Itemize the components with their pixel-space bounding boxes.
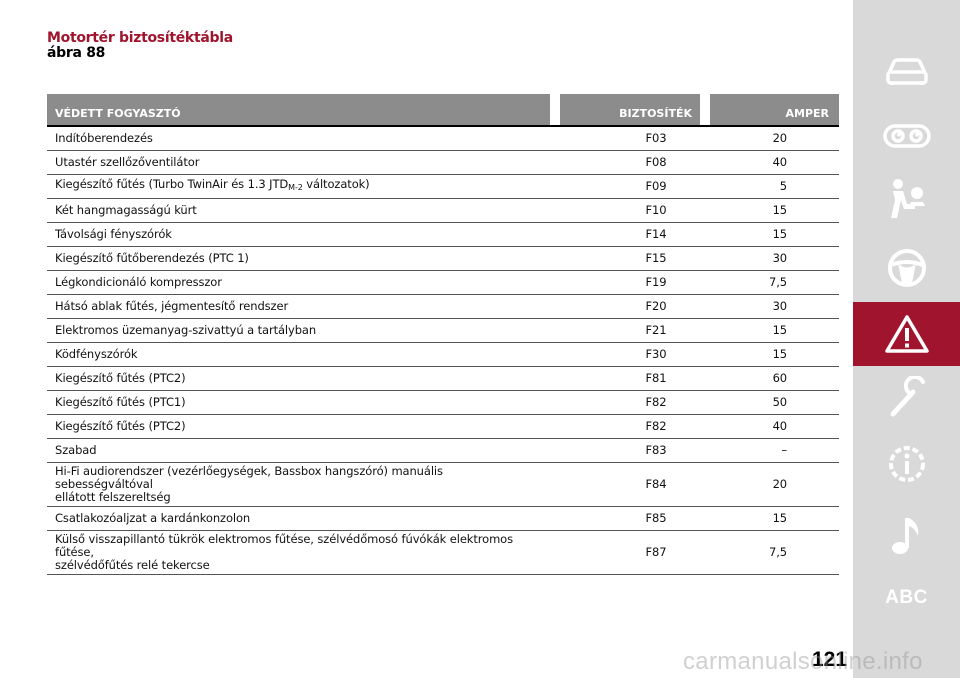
fuse-cell: F85 (550, 506, 710, 531)
sidebar-item-safety[interactable] (853, 168, 960, 232)
sidebar-item-multimedia[interactable] (853, 504, 960, 568)
fuse-table: VÉDETT FOGYASZTÓ BIZTOSÍTÉK AMPER Indító… (47, 94, 839, 575)
sidebar-item-car[interactable] (853, 40, 960, 104)
table-row: Kiegészítő fűtés (Turbo TwinAir és 1.3 J… (47, 174, 839, 199)
consumer-cell: Kiegészítő fűtés (PTC2) (47, 366, 550, 391)
ampere-cell: 15 (710, 506, 839, 531)
sidebar-item-dashboard[interactable] (853, 104, 960, 168)
table-row: Hi-Fi audiorendszer (vezérlőegységek, Ba… (47, 462, 839, 507)
column-header-consumer: VÉDETT FOGYASZTÓ (47, 94, 550, 126)
consumer-cell: Légkondicionáló kompresszor (47, 270, 550, 295)
ampere-cell: 15 (710, 342, 839, 367)
chapter-sidebar: ABC (853, 0, 960, 678)
page-title: Motortér biztosítéktábla (47, 30, 233, 46)
info-gear-icon (888, 446, 925, 482)
table-row: Kiegészítő fűtés (PTC2) F81 60 (47, 366, 839, 391)
sidebar-item-maintenance[interactable] (853, 366, 960, 430)
column-header-ampere: AMPER (710, 94, 839, 126)
fuse-cell: F82 (550, 390, 710, 415)
ampere-cell: 40 (710, 150, 839, 175)
car-icon (885, 58, 928, 85)
table-row: Kiegészítő fűtés (PTC1) F82 50 (47, 390, 839, 415)
page-number: 121 (812, 648, 848, 671)
ampere-cell: 20 (710, 462, 839, 507)
fuse-cell: F20 (550, 294, 710, 319)
table-row: Külső visszapillantó tükrök elektromos f… (47, 530, 839, 575)
table-row: Kiegészítő fűtés (PTC2) F82 40 (47, 414, 839, 439)
consumer-cell: Külső visszapillantó tükrök elektromos f… (47, 530, 550, 575)
ampere-cell: 30 (710, 294, 839, 319)
sidebar-item-index[interactable]: ABC (853, 566, 960, 630)
fuse-cell: F15 (550, 246, 710, 271)
ampere-cell: 30 (710, 246, 839, 271)
consumer-cell: Csatlakozóaljzat a kardánkonzolon (47, 506, 550, 531)
table-row: Hátsó ablak fűtés, jégmentesítő rendszer… (47, 294, 839, 319)
ampere-cell: 15 (710, 222, 839, 247)
fuse-cell: F30 (550, 342, 710, 367)
ampere-cell: 5 (710, 174, 839, 199)
fuse-cell: F84 (550, 462, 710, 507)
fuse-cell: F87 (550, 530, 710, 575)
consumer-cell: Távolsági fényszórók (47, 222, 550, 247)
column-header-fuse: BIZTOSÍTÉK (560, 94, 700, 126)
table-row: Két hangmagasságú kürt F10 15 (47, 198, 839, 223)
steering-wheel-icon (887, 249, 926, 287)
ampere-cell: 7,5 (710, 530, 839, 575)
consumer-cell: Két hangmagasságú kürt (47, 198, 550, 223)
table-row: Elektromos üzemanyag-szivattyú a tartály… (47, 318, 839, 343)
ampere-cell: 60 (710, 366, 839, 391)
table-header-row: VÉDETT FOGYASZTÓ BIZTOSÍTÉK AMPER (47, 94, 839, 126)
consumer-cell: Ködfényszórók (47, 342, 550, 367)
consumer-cell: Kiegészítő fűtőberendezés (PTC 1) (47, 246, 550, 271)
fuse-cell: F81 (550, 366, 710, 391)
ampere-cell: 20 (710, 126, 839, 151)
consumer-cell: Szabad (47, 438, 550, 463)
fuse-cell: F03 (550, 126, 710, 151)
fuse-cell: F10 (550, 198, 710, 223)
table-row: Csatlakozóaljzat a kardánkonzolon F85 15 (47, 506, 839, 531)
ampere-cell: 40 (710, 414, 839, 439)
table-row: Ködfényszórók F30 15 (47, 342, 839, 367)
seat-airbag-icon (890, 179, 925, 218)
sidebar-item-emergency[interactable] (853, 302, 960, 366)
index-label: ABC (885, 587, 928, 608)
fuse-cell: F82 (550, 414, 710, 439)
fuse-cell: F21 (550, 318, 710, 343)
consumer-cell: Utastér szellőzőventilátor (47, 150, 550, 175)
consumer-cell: Kiegészítő fűtés (PTC1) (47, 390, 550, 415)
table-row: Távolsági fényszórók F14 15 (47, 222, 839, 247)
ampere-cell: 50 (710, 390, 839, 415)
fuse-cell: F19 (550, 270, 710, 295)
consumer-cell: Kiegészítő fűtés (Turbo TwinAir és 1.3 J… (47, 174, 550, 199)
table-row: Utastér szellőzőventilátor F08 40 (47, 150, 839, 175)
fuse-cell: F83 (550, 438, 710, 463)
table-row: Indítóberendezés F03 20 (47, 126, 839, 151)
ampere-cell: 15 (710, 318, 839, 343)
ampere-cell: 15 (710, 198, 839, 223)
table-row: Szabad F83– (47, 438, 839, 463)
music-note-icon (891, 518, 918, 554)
consumer-cell: Indítóberendezés (47, 126, 550, 151)
table-row: Kiegészítő fűtőberendezés (PTC 1) F15 30 (47, 246, 839, 271)
wrench-icon (890, 376, 925, 417)
dashboard-gauges-icon (882, 124, 931, 148)
ampere-cell: 7,5 (710, 270, 839, 295)
table-row: Légkondicionáló kompresszor F19 7,5 (47, 270, 839, 295)
sidebar-item-technical-data[interactable] (853, 432, 960, 496)
consumer-cell: Elektromos üzemanyag-szivattyú a tartály… (47, 318, 550, 343)
sidebar-item-driving[interactable] (853, 236, 960, 300)
watermark: carmanualsonline.info (683, 648, 923, 675)
consumer-cell: Hátsó ablak fűtés, jégmentesítő rendszer (47, 294, 550, 319)
warning-triangle-icon (884, 315, 929, 353)
ampere-cell: – (710, 438, 839, 463)
consumer-cell: Hi-Fi audiorendszer (vezérlőegységek, Ba… (47, 462, 550, 507)
figure-reference: ábra 88 (47, 45, 106, 61)
consumer-cell: Kiegészítő fűtés (PTC2) (47, 414, 550, 439)
fuse-cell: F09 (550, 174, 710, 199)
fuse-cell: F14 (550, 222, 710, 247)
fuse-cell: F08 (550, 150, 710, 175)
